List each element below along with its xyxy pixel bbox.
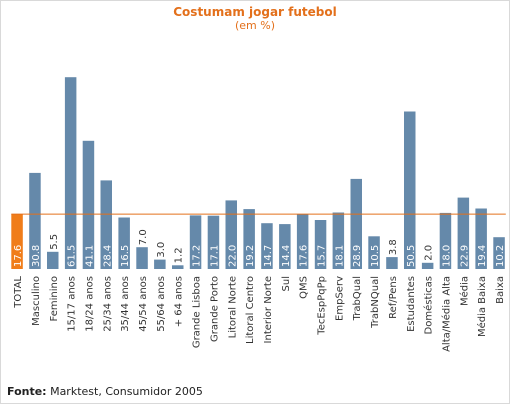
bar-16 — [279, 224, 291, 269]
category-label: TrabQual — [352, 276, 363, 321]
value-label: 17.2 — [192, 245, 203, 267]
bar-3 — [47, 251, 59, 269]
bar-6 — [100, 180, 112, 269]
value-label: 28.4 — [102, 245, 113, 267]
bar-5 — [82, 140, 95, 269]
bar-28 — [493, 237, 505, 269]
category-label: 35/44 anos — [120, 276, 131, 332]
value-label: 50.5 — [406, 245, 417, 267]
bar-20 — [350, 178, 362, 269]
bar-15 — [261, 223, 273, 269]
value-label: 3.8 — [388, 239, 399, 255]
value-label: 28.9 — [352, 245, 363, 267]
value-label: 15.7 — [317, 245, 328, 267]
bar-1 — [11, 214, 23, 269]
bar-4 — [64, 77, 77, 269]
value-label: 22.0 — [227, 245, 238, 267]
category-label: Alta/Média Alta — [441, 276, 453, 352]
value-label: 14.7 — [263, 245, 274, 267]
category-label: TecEspPqPp — [317, 276, 328, 336]
value-label: 18.1 — [334, 245, 345, 267]
value-label: 61.5 — [67, 245, 78, 267]
bar-25 — [439, 212, 452, 269]
value-label: 3.0 — [156, 242, 167, 258]
category-label: Interior Norte — [263, 276, 274, 343]
chart-title: Costumam jogar futebol — [173, 5, 337, 19]
category-label: Média Baixa — [476, 276, 488, 337]
bar-26 — [457, 197, 470, 269]
bar-19 — [332, 212, 345, 269]
bar-11 — [189, 215, 202, 269]
value-label: 41.1 — [85, 245, 96, 267]
value-label: 10.2 — [495, 245, 506, 267]
category-label: Baixa — [495, 276, 506, 304]
bar-8 — [136, 247, 148, 269]
value-label: 5.5 — [49, 234, 60, 250]
value-label: 17.6 — [299, 245, 310, 267]
source-label: Fonte: — [7, 385, 47, 398]
bar-14 — [243, 209, 255, 269]
bar-23 — [404, 111, 416, 269]
value-label: 18.0 — [442, 245, 453, 267]
bar-24 — [421, 262, 434, 269]
category-label: 15/17 anos — [67, 276, 78, 332]
bar-10 — [172, 265, 184, 269]
category-label: 25/34 anos — [102, 276, 113, 332]
category-label: TOTAL — [13, 276, 24, 309]
category-label: 55/64 anos — [156, 276, 167, 332]
category-label: EmpServ — [334, 276, 345, 321]
value-label: 14.4 — [281, 245, 292, 267]
category-label: Masculino — [31, 276, 42, 326]
bar-7 — [118, 217, 130, 269]
category-label: Domésticas — [423, 276, 435, 334]
category-label: Feminino — [49, 276, 60, 321]
bar-22 — [386, 257, 398, 269]
value-label: 7.0 — [138, 229, 149, 245]
value-label: 22.9 — [459, 245, 470, 267]
category-label: Média — [458, 276, 470, 306]
category-label: Grande Lisboa — [192, 276, 203, 348]
chart-subtitle: (em %) — [234, 19, 275, 32]
value-label: 30.8 — [31, 245, 42, 267]
category-label: + 64 anos — [174, 276, 185, 327]
bar-27 — [475, 208, 487, 269]
value-label: 2.0 — [424, 245, 435, 261]
bar-13 — [225, 200, 237, 269]
value-label: 19.4 — [477, 245, 488, 267]
category-label: Litoral Norte — [227, 276, 238, 338]
category-label: Ref/Pens — [388, 276, 399, 319]
value-label: 16.5 — [120, 245, 131, 267]
category-label: 18/24 anos — [85, 276, 96, 332]
source-note: Fonte: Marktest, Consumidor 2005 — [7, 385, 203, 398]
category-label: 45/54 anos — [138, 276, 149, 332]
category-label: Sul — [281, 276, 292, 291]
bar-12 — [207, 215, 220, 269]
value-label: 17.6 — [13, 245, 24, 267]
value-label: 17.1 — [209, 245, 220, 267]
bar-9 — [154, 259, 166, 269]
value-label: 1.2 — [174, 247, 185, 263]
value-label: 10.5 — [370, 245, 381, 267]
bar-18 — [314, 220, 327, 269]
category-label: TrabNQual — [370, 276, 381, 329]
category-label: Estudantes — [406, 276, 417, 332]
category-label: Grande Porto — [209, 276, 220, 342]
bar-2 — [29, 172, 41, 269]
source-text: Marktest, Consumidor 2005 — [46, 385, 203, 398]
value-label: 19.2 — [245, 245, 256, 267]
bar-21 — [368, 236, 380, 269]
category-label: Litoral Centro — [245, 276, 256, 344]
bar-17 — [296, 214, 309, 269]
category-label: QMS — [299, 276, 310, 299]
